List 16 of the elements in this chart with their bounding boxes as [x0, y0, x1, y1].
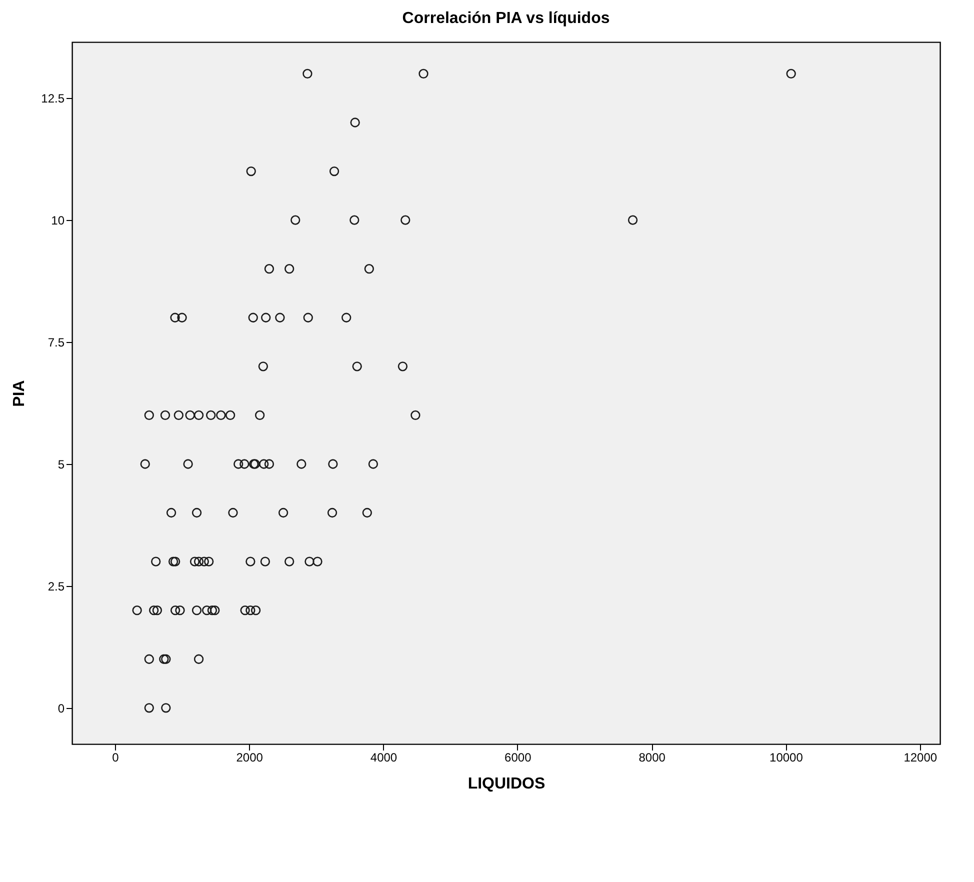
x-tick-label: 4000 — [370, 750, 398, 764]
y-axis-title: PIA — [11, 380, 28, 407]
x-tick-label: 10000 — [770, 750, 804, 764]
x-tick-label: 0 — [112, 750, 120, 764]
y-tick-label: 0 — [58, 701, 65, 716]
y-tick-label: 12.5 — [41, 92, 65, 106]
y-tick-label: 7.5 — [48, 336, 65, 350]
x-tick-label: 8000 — [638, 750, 666, 764]
y-tick-label: 10 — [51, 214, 65, 228]
x-tick-label: 6000 — [504, 750, 532, 764]
y-tick-label: 5 — [58, 457, 65, 472]
y-tick-label: 2.5 — [48, 579, 65, 594]
x-tick-label: 12000 — [904, 750, 938, 764]
x-tick-label: 2000 — [236, 750, 264, 764]
x-axis-title: LIQUIDOS — [468, 776, 546, 792]
chart-title: Correlación PIA vs líquidos — [402, 10, 610, 27]
